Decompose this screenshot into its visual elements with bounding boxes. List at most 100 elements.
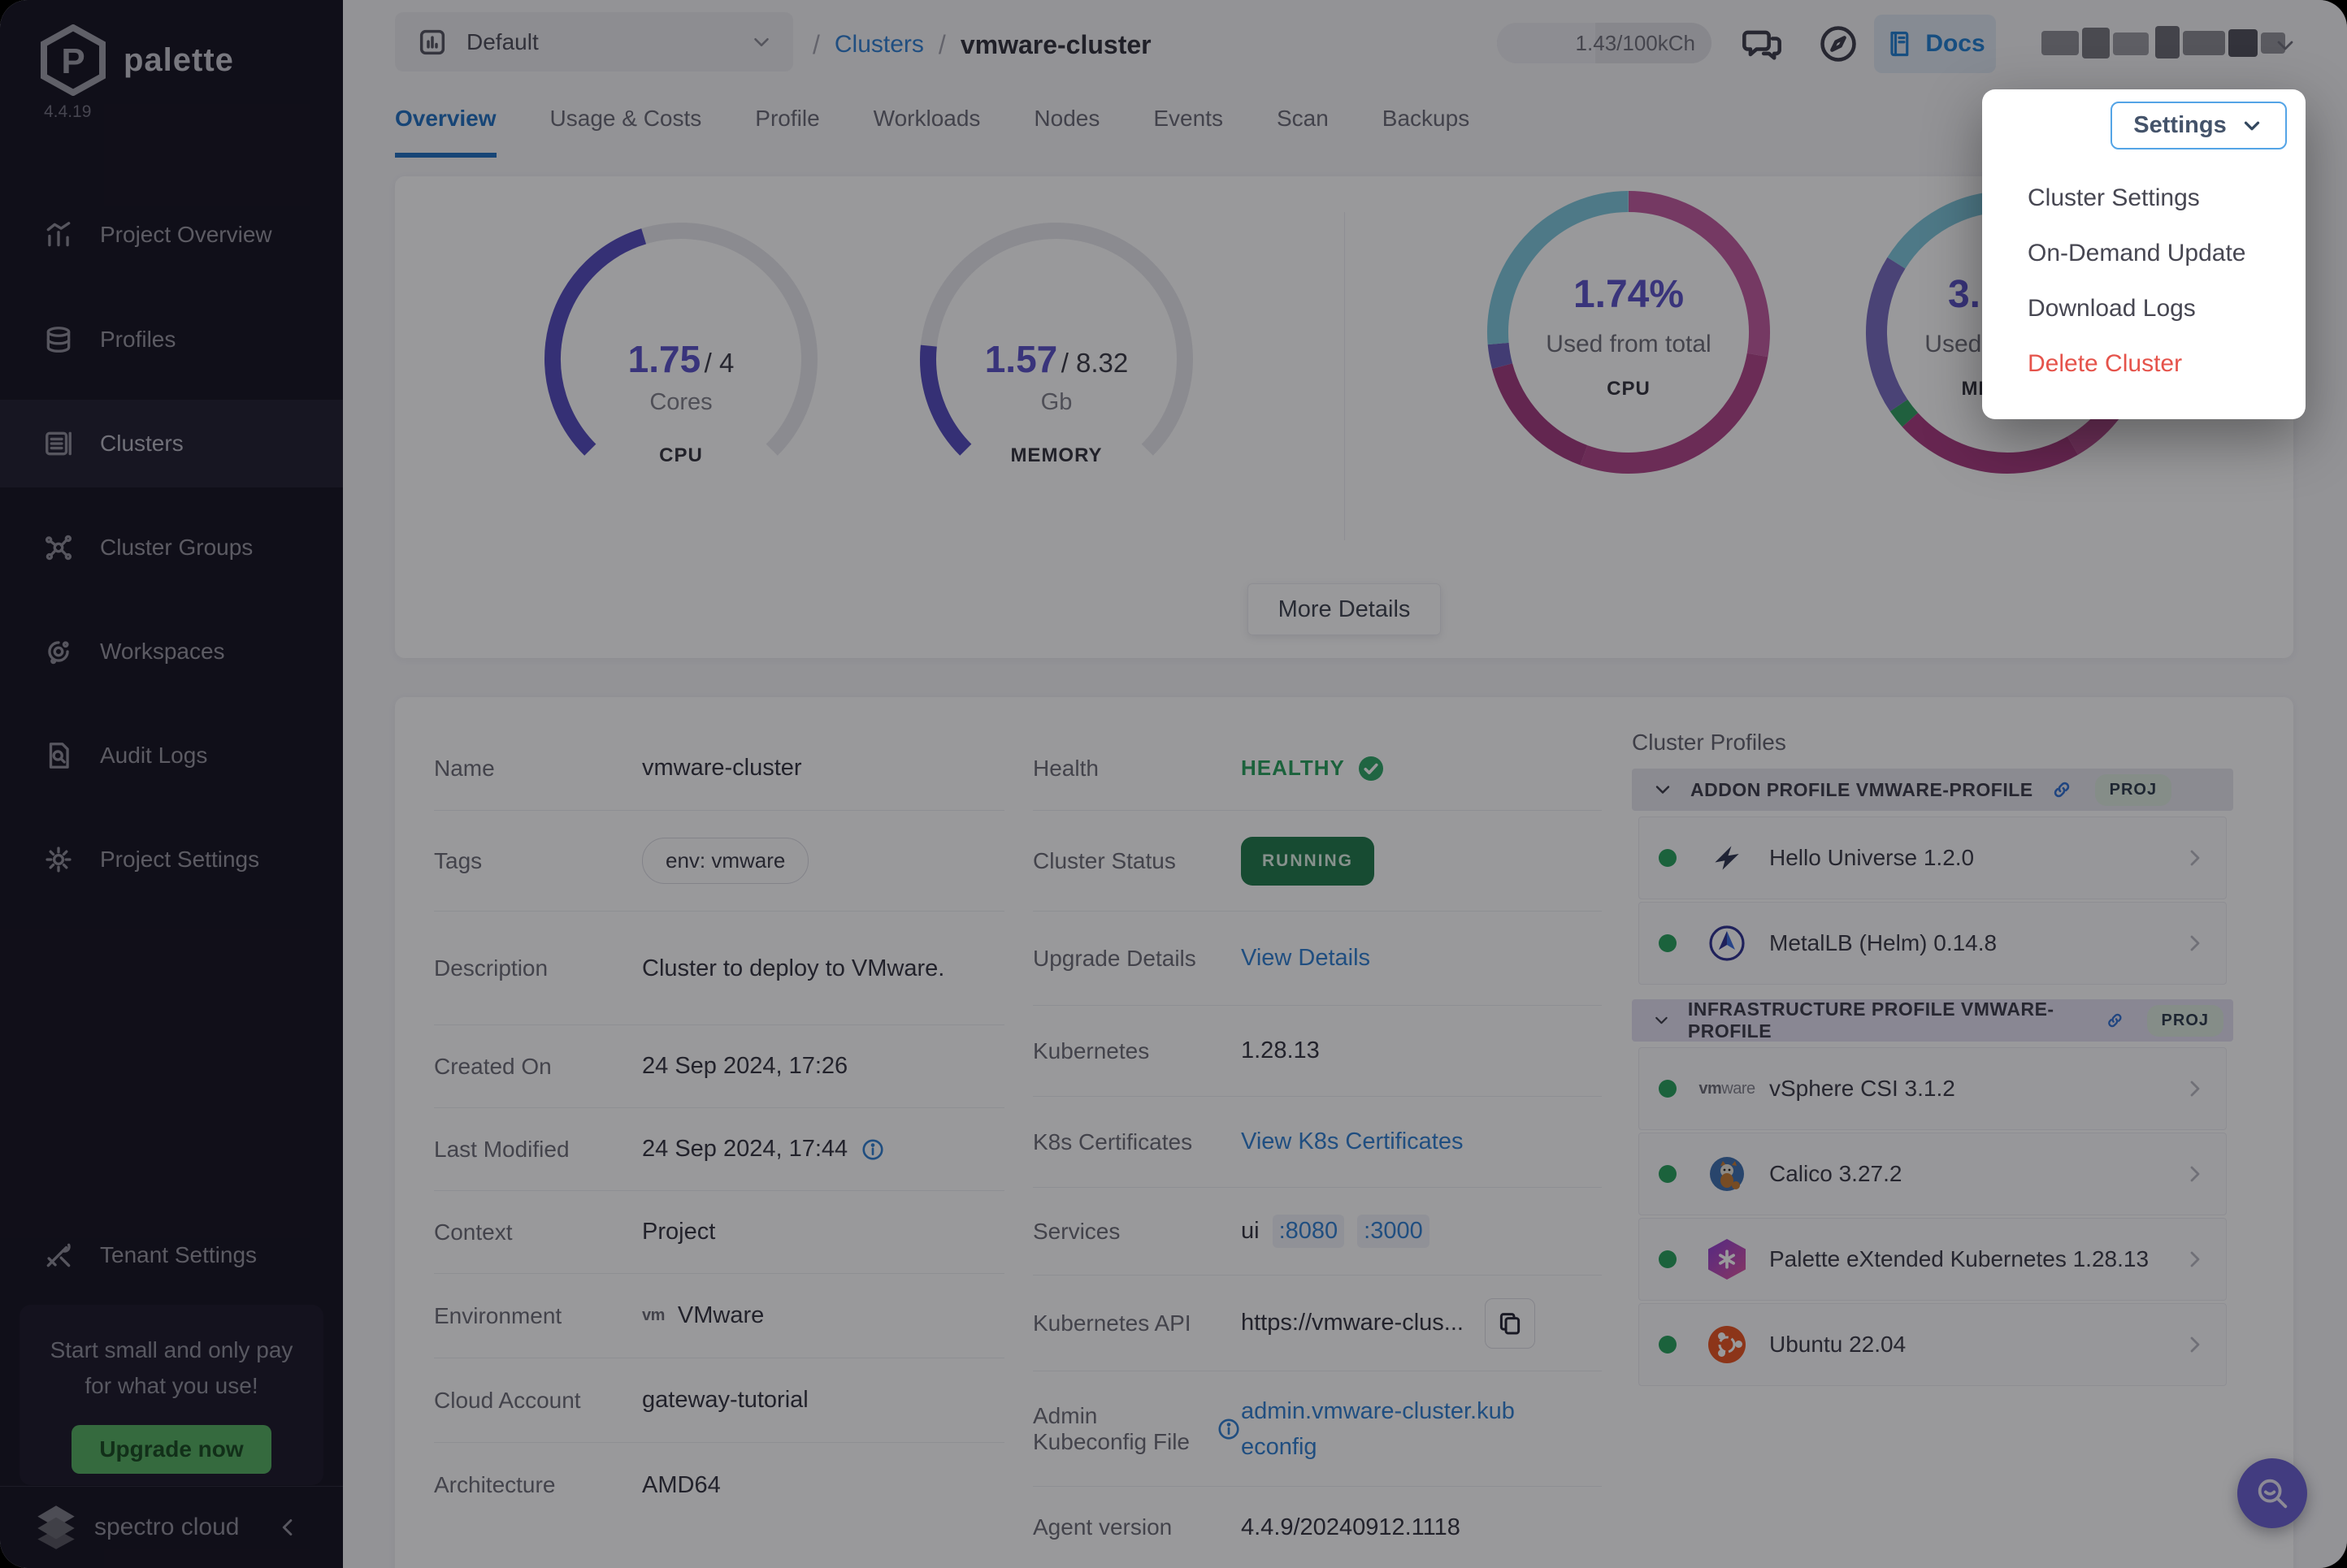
memory-gauge-unit: Gb bbox=[1040, 389, 1073, 415]
sidebar-item-clusters[interactable]: Clusters bbox=[0, 400, 343, 487]
kubeconfig-download-link[interactable]: admin.vmware-cluster.kubeconfig bbox=[1241, 1397, 1515, 1460]
menu-item-cluster-settings[interactable]: Cluster Settings bbox=[2028, 184, 2200, 211]
bar-chart-icon bbox=[416, 26, 449, 58]
cpu-gauge-value: 1.75 / 4 bbox=[627, 338, 735, 380]
book-icon bbox=[1890, 31, 1909, 57]
service-port-8080-link[interactable]: :8080 bbox=[1272, 1215, 1345, 1248]
cluster-tabs: Overview Usage & Costs Profile Workloads… bbox=[395, 106, 1469, 158]
detail-row-environment: Environment vm VMware bbox=[434, 1274, 1004, 1358]
tab-overview[interactable]: Overview bbox=[395, 106, 497, 158]
chevron-down-icon bbox=[2272, 32, 2298, 58]
settings-menu-panel: Settings Cluster Settings On-Demand Upda… bbox=[1982, 89, 2306, 419]
details-left-column: Name vmware-cluster Tags env: vmware Des… bbox=[434, 726, 1004, 1527]
search-icon bbox=[2258, 1479, 2288, 1509]
tab-workloads[interactable]: Workloads bbox=[873, 106, 981, 131]
profile-layer-vsphere-csi[interactable]: vmware vSphere CSI 3.1.2 bbox=[1638, 1047, 2227, 1130]
vsphere-icon: vmware bbox=[1698, 1079, 1755, 1098]
cluster-groups-icon bbox=[42, 531, 75, 564]
chevron-right-icon bbox=[2182, 1246, 2208, 1272]
settings-button[interactable]: Settings bbox=[2111, 102, 2287, 149]
health-status: HEALTHY bbox=[1241, 756, 1345, 780]
cpu-gauge-unit: Cores bbox=[649, 389, 713, 415]
user-menu[interactable] bbox=[2041, 21, 2285, 68]
cpu-percent-caption: CPU bbox=[1607, 378, 1651, 400]
profile-layer-palette-extended-kubernetes[interactable]: Palette eXtended Kubernetes 1.28.13 bbox=[1638, 1218, 2227, 1301]
info-icon[interactable] bbox=[861, 1137, 885, 1162]
settings-menu-items: Cluster Settings On-Demand Update Downlo… bbox=[1982, 171, 2306, 392]
upgrade-now-button[interactable]: Upgrade now bbox=[72, 1425, 271, 1474]
tag-env-vmware: env: vmware bbox=[642, 838, 809, 884]
detail-row-agent-version: Agent version 4.4.9/20240912.1118 bbox=[1033, 1514, 1460, 1540]
addon-profile-header[interactable]: ADDON PROFILE VMWARE-PROFILE PROJ bbox=[1632, 769, 2233, 811]
status-dot bbox=[1659, 1165, 1677, 1183]
detail-row-architecture: Architecture AMD64 bbox=[434, 1471, 721, 1498]
detail-row-last-modified: Last Modified 24 Sep 2024, 17:44 bbox=[434, 1108, 1004, 1191]
chat-icon[interactable] bbox=[1739, 21, 1785, 67]
search-fab[interactable] bbox=[2237, 1458, 2307, 1528]
sidebar-item-audit-logs[interactable]: Audit Logs bbox=[0, 712, 343, 799]
version-label: 4.4.19 bbox=[44, 102, 92, 121]
docs-button[interactable]: Docs bbox=[1874, 15, 1996, 73]
copy-icon bbox=[1499, 1312, 1521, 1335]
sidebar-item-profiles[interactable]: Profiles bbox=[0, 296, 343, 383]
palette-logo[interactable]: P palette bbox=[41, 24, 234, 96]
usage-badge[interactable]: 1.43/100kCh bbox=[1497, 23, 1711, 63]
details-right-column: Health HEALTHY Cluster Status RUNNING Up… bbox=[1033, 726, 1602, 1568]
chevron-left-icon bbox=[282, 1519, 293, 1536]
copy-button[interactable] bbox=[1484, 1297, 1535, 1349]
project-scope-select[interactable]: Default bbox=[395, 12, 793, 71]
link-icon bbox=[2054, 782, 2069, 798]
audit-logs-icon bbox=[42, 739, 75, 772]
tab-nodes[interactable]: Nodes bbox=[1034, 106, 1100, 131]
breadcrumb-current: vmware-cluster bbox=[960, 29, 1152, 59]
memory-gauge-chart bbox=[920, 222, 1193, 456]
tab-usage-costs[interactable]: Usage & Costs bbox=[549, 106, 702, 131]
sidebar-item-workspaces[interactable]: Workspaces bbox=[0, 608, 343, 695]
compass-icon[interactable] bbox=[1816, 21, 1861, 67]
service-port-3000-link[interactable]: :3000 bbox=[1357, 1215, 1429, 1248]
chevron-right-icon bbox=[2182, 1076, 2208, 1102]
sidebar-item-tenant-settings[interactable]: Tenant Settings bbox=[0, 1211, 343, 1299]
clusters-icon bbox=[42, 427, 75, 460]
sidebar-collapse-button[interactable] bbox=[275, 1514, 302, 1541]
chevron-right-icon bbox=[2182, 845, 2208, 871]
infrastructure-profile-header[interactable]: INFRASTRUCTURE PROFILE VMWARE-PROFILE PR… bbox=[1632, 998, 2233, 1042]
detail-row-services: Services ui :8080 :3000 bbox=[1033, 1188, 1602, 1276]
view-details-link[interactable]: View Details bbox=[1241, 945, 1371, 971]
sidebar: P palette 4.4.19 Project Overview Profil… bbox=[0, 0, 343, 1568]
memory-gauge-value: 1.57 / 8.32 bbox=[984, 338, 1129, 380]
menu-item-download-logs[interactable]: Download Logs bbox=[2028, 295, 2196, 322]
sidebar-item-cluster-groups[interactable]: Cluster Groups bbox=[0, 504, 343, 591]
menu-item-delete-cluster[interactable]: Delete Cluster bbox=[2028, 350, 2183, 377]
profile-layer-calico[interactable]: Calico 3.27.2 bbox=[1638, 1133, 2227, 1215]
detail-row-tags: Tags env: vmware bbox=[434, 811, 1004, 912]
tools-icon bbox=[42, 1239, 75, 1271]
running-status-badge: RUNNING bbox=[1241, 836, 1374, 886]
chevron-down-icon bbox=[2240, 114, 2264, 138]
tab-events[interactable]: Events bbox=[1153, 106, 1223, 131]
sidebar-item-project-overview[interactable]: Project Overview bbox=[0, 191, 343, 279]
detail-row-context: Context Project bbox=[434, 1191, 1004, 1274]
profile-layer-metallb[interactable]: MetalLB (Helm) 0.14.8 bbox=[1638, 902, 2227, 985]
detail-row-admin-kubeconfig: Admin Kubeconfig File admin.vmware-clust… bbox=[1033, 1371, 1602, 1487]
tab-backups[interactable]: Backups bbox=[1382, 106, 1470, 131]
breadcrumb-clusters-link[interactable]: Clusters bbox=[834, 31, 924, 58]
profile-layer-hello-universe[interactable]: Hello Universe 1.2.0 bbox=[1638, 816, 2227, 899]
cpu-gauge-caption: CPU bbox=[659, 444, 703, 466]
proj-scope-badge: PROJ bbox=[2146, 1004, 2224, 1037]
sidebar-item-project-settings[interactable]: Project Settings bbox=[0, 816, 343, 903]
tab-scan[interactable]: Scan bbox=[1276, 106, 1329, 131]
detail-row-created-on: Created On 24 Sep 2024, 17:26 bbox=[434, 1025, 1004, 1108]
tab-profile[interactable]: Profile bbox=[755, 106, 820, 131]
view-k8s-certificates-link[interactable]: View K8s Certificates bbox=[1241, 1128, 1464, 1154]
detail-row-description: Description Cluster to deploy to VMware. bbox=[434, 912, 1004, 1025]
cpu-percent-value: 1.74% bbox=[1573, 273, 1685, 316]
info-icon[interactable] bbox=[1217, 1417, 1241, 1441]
menu-item-on-demand-update[interactable]: On-Demand Update bbox=[2028, 240, 2246, 266]
profile-layer-ubuntu[interactable]: Ubuntu 22.04 bbox=[1638, 1303, 2227, 1386]
more-details-button[interactable]: More Details bbox=[1247, 583, 1441, 635]
chevron-right-icon bbox=[2182, 1332, 2208, 1358]
